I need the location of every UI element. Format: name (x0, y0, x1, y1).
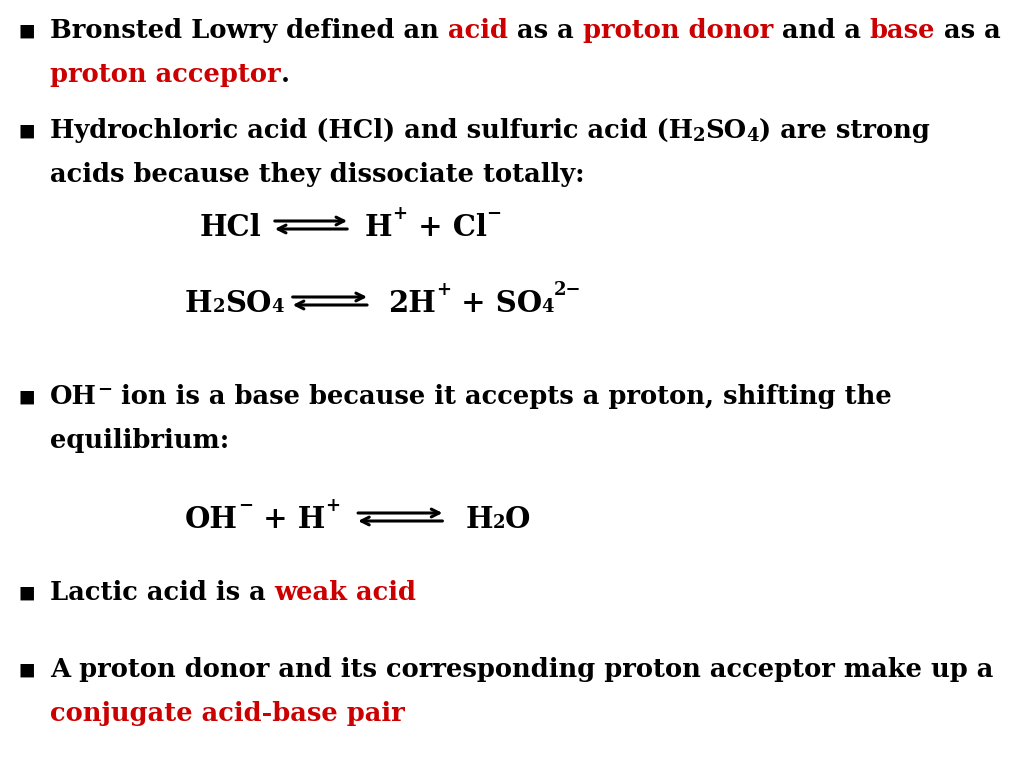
Text: ▪: ▪ (18, 118, 37, 145)
Text: 4: 4 (271, 298, 284, 316)
Text: −: − (486, 205, 502, 223)
Text: as a: as a (508, 18, 583, 43)
Text: −: − (238, 497, 253, 515)
Text: 2: 2 (493, 514, 505, 532)
Text: conjugate acid-base pair: conjugate acid-base pair (50, 701, 404, 726)
Text: H: H (185, 289, 213, 318)
Text: as a: as a (935, 18, 1001, 43)
Text: H: H (465, 505, 493, 534)
Text: 2−: 2− (554, 281, 582, 299)
Text: weak acid: weak acid (274, 580, 417, 605)
Text: ▪: ▪ (18, 384, 37, 411)
Text: 4: 4 (746, 127, 759, 145)
Text: A proton donor and its corresponding proton acceptor make up a: A proton donor and its corresponding pro… (50, 657, 993, 682)
Text: ▪: ▪ (18, 18, 37, 45)
Text: SO: SO (225, 289, 271, 318)
Text: + SO: + SO (451, 289, 542, 318)
Text: +: + (435, 281, 451, 299)
Text: proton donor: proton donor (583, 18, 773, 43)
Text: OH: OH (185, 505, 238, 534)
Text: ▪: ▪ (18, 657, 37, 684)
Text: + H: + H (253, 505, 326, 534)
Text: ▪: ▪ (18, 580, 37, 607)
Text: 2H: 2H (388, 289, 435, 318)
Text: −: − (97, 381, 112, 399)
Text: OH: OH (50, 384, 97, 409)
Text: ) are strong: ) are strong (759, 118, 930, 143)
Text: HCl: HCl (200, 213, 262, 242)
Text: acid: acid (447, 18, 508, 43)
Text: SO: SO (706, 118, 746, 143)
Text: Hydrochloric acid (HCl) and sulfuric acid (H: Hydrochloric acid (HCl) and sulfuric aci… (50, 118, 693, 143)
Text: base: base (869, 18, 935, 43)
Text: O: O (505, 505, 530, 534)
Text: H: H (365, 213, 392, 242)
Text: equilibrium:: equilibrium: (50, 428, 229, 453)
Text: .: . (281, 62, 290, 87)
Text: 2: 2 (213, 298, 225, 316)
Text: ion is a base because it accepts a proton, shifting the: ion is a base because it accepts a proto… (112, 384, 892, 409)
Text: Bronsted Lowry defined an: Bronsted Lowry defined an (50, 18, 447, 43)
Text: +: + (326, 497, 340, 515)
Text: acids because they dissociate totally:: acids because they dissociate totally: (50, 162, 585, 187)
Text: + Cl: + Cl (408, 213, 486, 242)
Text: Lactic acid is a: Lactic acid is a (50, 580, 274, 605)
Text: and a: and a (773, 18, 869, 43)
Text: 4: 4 (542, 298, 554, 316)
Text: 2: 2 (693, 127, 706, 145)
Text: +: + (392, 205, 408, 223)
Text: proton acceptor: proton acceptor (50, 62, 281, 87)
